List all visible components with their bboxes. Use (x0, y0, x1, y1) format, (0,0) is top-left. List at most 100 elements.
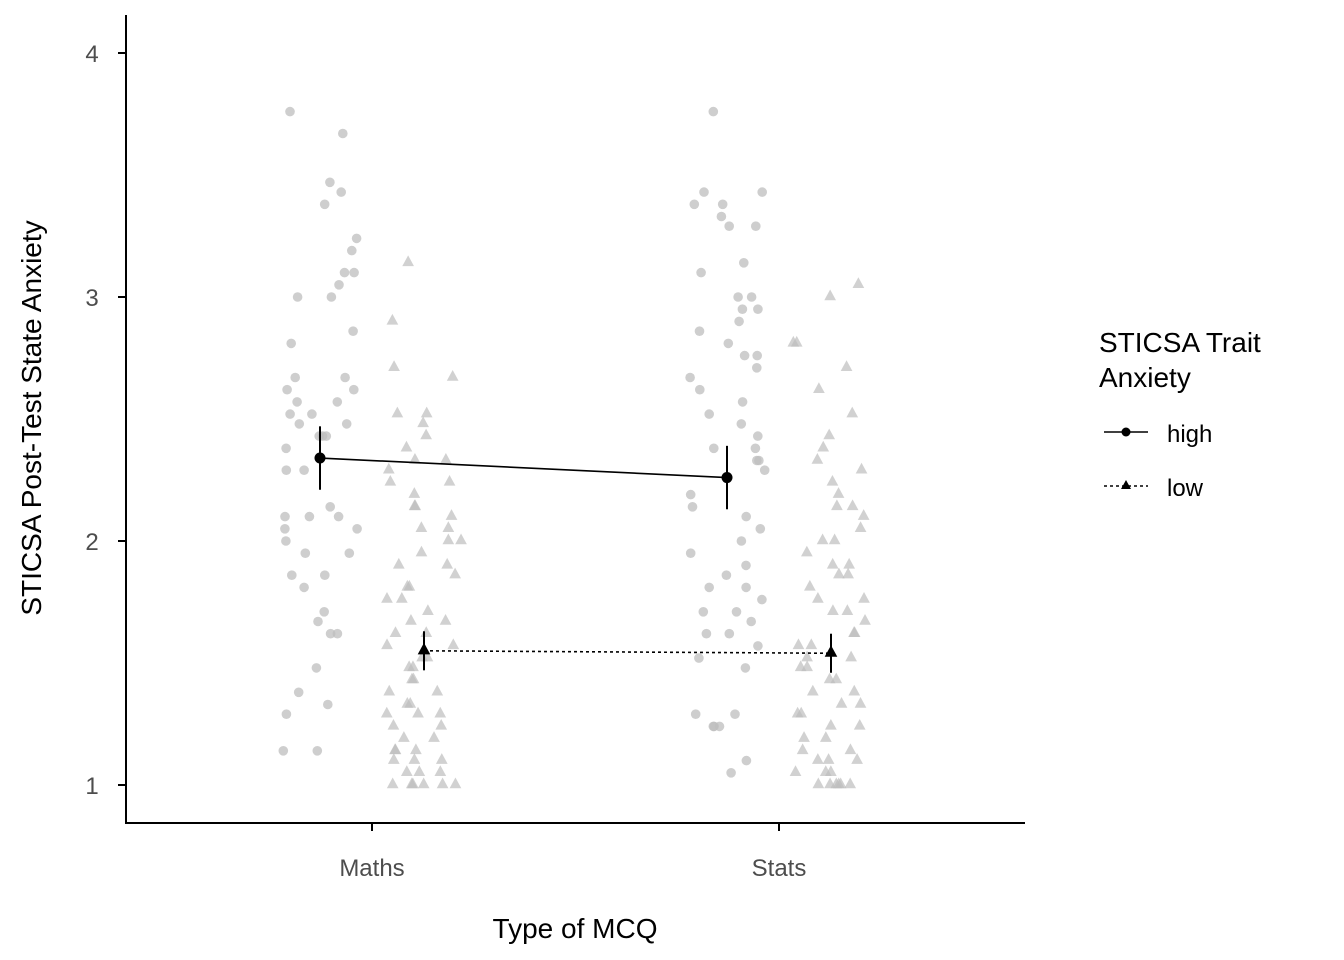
mean-line-low (423, 650, 832, 655)
raw-point-low (392, 557, 405, 569)
raw-point-low (384, 474, 397, 486)
raw-point-low (408, 753, 421, 764)
raw-point-low (819, 731, 832, 742)
raw-point-low (801, 660, 813, 672)
raw-point-high (730, 709, 740, 719)
raw-point-low (806, 684, 819, 696)
raw-point-low (804, 579, 816, 591)
raw-point-high (341, 419, 352, 429)
raw-point-high (739, 258, 749, 268)
raw-point-low (449, 567, 461, 579)
raw-point-high (734, 316, 744, 327)
x-axis-title: Type of MCQ (493, 913, 658, 944)
raw-point-low (796, 743, 809, 755)
raw-point-low (828, 533, 841, 545)
raw-point-high (304, 511, 315, 522)
raw-point-high (280, 511, 290, 522)
raw-point-high (746, 616, 756, 627)
raw-point-low (391, 406, 404, 418)
raw-point-high (290, 372, 301, 383)
raw-point-high (740, 663, 751, 673)
raw-point-low (844, 743, 857, 755)
raw-point-high (323, 699, 333, 710)
raw-point-high (752, 455, 762, 466)
mean-point-low (417, 642, 431, 655)
raw-point-high (333, 511, 344, 522)
raw-point-low (386, 313, 399, 325)
raw-point-low (431, 684, 444, 696)
raw-point-low (434, 706, 447, 718)
raw-point-high (278, 746, 289, 756)
legend-label-low: low (1167, 475, 1204, 502)
raw-point-high (326, 292, 337, 302)
raw-point-low (798, 731, 810, 742)
raw-point-high (759, 465, 770, 476)
raw-point-high (694, 326, 705, 337)
raw-point-high (752, 363, 762, 373)
raw-point-high (751, 221, 761, 231)
raw-point-low (449, 777, 462, 789)
raw-point-high (699, 187, 709, 197)
raw-point-low (408, 499, 421, 511)
raw-point-high (685, 548, 696, 558)
raw-point-low (383, 684, 396, 696)
raw-point-high (300, 548, 311, 558)
raw-point-high (757, 594, 767, 605)
raw-point-high (281, 443, 291, 454)
y-axis-title: STICSA Post-Test State Anxiety (16, 220, 47, 615)
raw-point-low (404, 696, 417, 708)
raw-point-low (420, 428, 432, 440)
legend-key-high (1104, 427, 1148, 437)
raw-point-low (440, 452, 452, 464)
raw-point-high (351, 233, 362, 244)
raw-point-high (299, 465, 309, 476)
raw-point-high (753, 304, 763, 315)
raw-point-high (332, 397, 343, 407)
raw-point-high (281, 709, 292, 719)
raw-point-high (733, 292, 743, 302)
raw-point-low (855, 462, 868, 474)
mean-point-low (824, 645, 838, 657)
raw-point-high (344, 548, 355, 558)
raw-point-low (408, 487, 421, 498)
raw-point-high (709, 443, 719, 454)
raw-point-low (395, 592, 408, 603)
raw-point-low (398, 731, 410, 742)
raw-point-high (285, 106, 295, 117)
raw-point-high (325, 628, 336, 639)
raw-point-low (400, 440, 413, 452)
raw-point-low (848, 684, 861, 696)
raw-point-low (822, 753, 835, 764)
raw-point-low (831, 499, 843, 511)
raw-point-high (287, 570, 297, 580)
raw-point-high (736, 419, 747, 429)
raw-point-low (846, 499, 859, 511)
legend-title-line-2: Anxiety (1099, 362, 1191, 393)
raw-point-high (739, 350, 750, 361)
y-tick-label: 3 (85, 285, 98, 312)
raw-point-low (841, 604, 854, 615)
raw-point-low (435, 718, 448, 730)
legend-label-high: high (1167, 421, 1212, 448)
raw-point-low (434, 765, 447, 777)
raw-point-low (407, 660, 419, 672)
raw-point-high (736, 536, 747, 546)
raw-point-high (311, 663, 322, 673)
raw-point-high (332, 628, 343, 639)
raw-point-low (812, 592, 824, 603)
raw-point-high (312, 746, 323, 756)
raw-point-high (293, 687, 304, 698)
raw-point-low (382, 462, 395, 474)
raw-point-low (387, 753, 400, 764)
raw-point-low (823, 428, 836, 440)
raw-point-low (852, 277, 865, 289)
ticks-layer: 1 2 3 4 Maths Stats (85, 41, 806, 882)
raw-point-high (741, 755, 752, 766)
raw-point-low (851, 753, 863, 764)
raw-point-low (420, 406, 433, 418)
raw-point-low (859, 614, 871, 625)
raw-point-high (753, 431, 763, 441)
raw-point-low (455, 533, 467, 545)
raw-point-high (687, 502, 698, 512)
raw-point-high (694, 653, 704, 663)
